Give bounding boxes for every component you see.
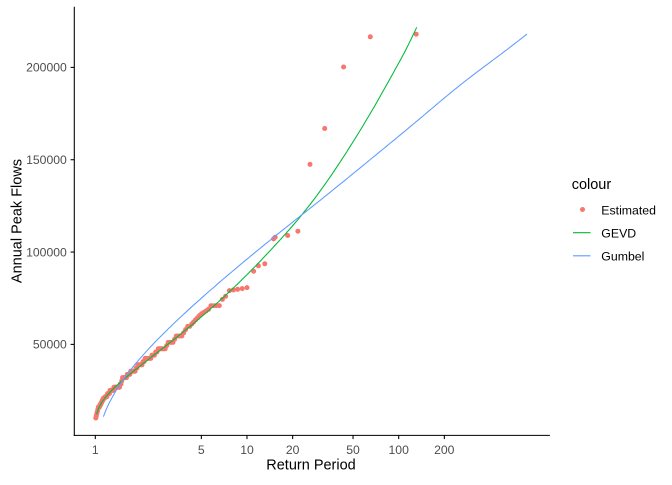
svg-text:GEVD: GEVD bbox=[601, 227, 636, 241]
svg-text:Annual Peak Flows: Annual Peak Flows bbox=[10, 159, 26, 283]
svg-text:Estimated: Estimated bbox=[601, 204, 656, 218]
svg-text:10: 10 bbox=[240, 443, 254, 457]
svg-text:5: 5 bbox=[198, 443, 205, 457]
svg-text:200000: 200000 bbox=[26, 61, 67, 75]
svg-text:colour: colour bbox=[572, 177, 612, 193]
svg-text:100: 100 bbox=[389, 443, 410, 457]
svg-text:100000: 100000 bbox=[26, 245, 67, 259]
svg-text:50: 50 bbox=[346, 443, 360, 457]
svg-text:1: 1 bbox=[92, 443, 99, 457]
svg-text:200: 200 bbox=[434, 443, 455, 457]
svg-text:20: 20 bbox=[286, 443, 300, 457]
svg-text:Gumbel: Gumbel bbox=[601, 250, 644, 264]
svg-text:50000: 50000 bbox=[33, 338, 67, 352]
svg-text:Return Period: Return Period bbox=[266, 457, 355, 473]
svg-text:150000: 150000 bbox=[26, 153, 67, 167]
